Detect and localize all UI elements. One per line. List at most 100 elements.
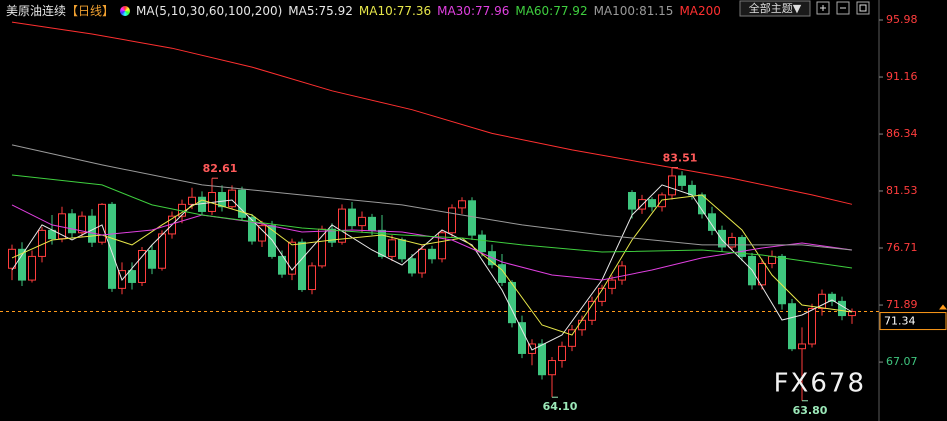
chart-header: 美原油连续 【日线】 MA(5,10,30,60,100,200) MA5:75…	[6, 2, 721, 19]
candle-body	[388, 239, 396, 257]
extreme-label: 82.61	[203, 162, 238, 175]
candle-body	[318, 228, 326, 267]
ma-line	[11, 144, 853, 251]
candle-body	[488, 251, 496, 266]
candle-body	[558, 345, 566, 362]
candle-body	[618, 265, 626, 281]
candle-body	[448, 207, 456, 234]
candle-body	[28, 255, 36, 281]
candle-body	[298, 241, 306, 291]
toolbar: 全部主题▼	[739, 0, 870, 17]
candle-body	[348, 208, 356, 227]
candle-body	[648, 199, 656, 208]
palette-icon[interactable]	[120, 5, 131, 16]
candle-body	[768, 255, 776, 265]
candle-body	[458, 200, 466, 209]
candle-body	[368, 216, 376, 231]
legend-entry: MA30:77.96	[437, 3, 510, 18]
candle-body	[408, 258, 416, 274]
candle-body	[278, 255, 286, 275]
candle-body	[438, 232, 446, 260]
candle-body	[428, 248, 436, 260]
last-price-label: 71.34	[884, 315, 916, 328]
candle-body	[68, 213, 76, 234]
candle-body	[468, 200, 476, 236]
candle-body	[498, 264, 506, 283]
extreme-label: 64.10	[543, 400, 578, 413]
candle-body	[538, 343, 546, 376]
instrument-title: 美原油连续	[6, 4, 67, 18]
candle-body	[628, 192, 636, 210]
candle-body	[8, 248, 16, 269]
candle-body	[188, 196, 196, 205]
maximize-button[interactable]	[856, 1, 870, 15]
watermark: FX678	[774, 369, 866, 399]
extreme-label: 63.80	[793, 404, 828, 417]
y-tick-label: 91.16	[886, 70, 918, 83]
candle-body	[98, 203, 106, 243]
candle-body	[758, 263, 766, 286]
candle-body	[418, 248, 426, 274]
candle-body	[818, 293, 826, 309]
candle-body	[88, 215, 96, 243]
candle-body	[688, 184, 696, 196]
candles	[8, 167, 856, 401]
candle-body	[778, 255, 786, 305]
legend-entry: MA60:77.92	[515, 3, 588, 18]
candle-body	[568, 329, 576, 347]
ma-params: MA(5,10,30,60,100,200)	[136, 3, 283, 18]
candle-body	[128, 270, 136, 283]
y-tick-label: 86.34	[886, 127, 918, 140]
candle-body	[218, 192, 226, 208]
theme-button[interactable]	[739, 0, 811, 17]
zoom-out-button[interactable]	[836, 1, 850, 15]
candle-body	[548, 360, 556, 376]
y-tick-label: 76.71	[886, 241, 918, 254]
candle-body	[828, 293, 836, 302]
extreme-label: 83.51	[663, 152, 698, 165]
candle-body	[668, 175, 676, 196]
candle-body	[338, 208, 346, 243]
legend-entry: MA10:77.36	[358, 3, 432, 18]
maximize-icon	[859, 4, 867, 12]
candle-body	[378, 229, 386, 257]
candle-body	[678, 175, 686, 186]
last-price-box	[879, 312, 947, 331]
zoom-in-icon	[820, 5, 826, 11]
candle-body	[808, 307, 816, 345]
candle-body	[738, 236, 746, 257]
candle-body	[228, 189, 236, 208]
zoom-in-button[interactable]	[816, 1, 830, 15]
y-tick-label: 81.53	[886, 184, 918, 197]
candle-body	[728, 236, 736, 248]
candle-body	[78, 215, 86, 234]
ma-line	[11, 174, 853, 269]
candle-body	[508, 281, 516, 324]
last-price-arrow	[939, 304, 947, 310]
ma-line	[11, 21, 853, 205]
candle-body	[328, 228, 336, 243]
legend-entry: MA100:81.15	[593, 3, 674, 18]
candle-body	[18, 248, 26, 281]
candle-body	[398, 239, 406, 260]
candle-body	[358, 216, 366, 227]
candle-body	[158, 233, 166, 269]
candle-body	[108, 203, 116, 289]
candle-body	[798, 343, 806, 350]
candle-body	[518, 322, 526, 354]
y-tick-label: 71.89	[886, 298, 918, 311]
candle-body	[838, 300, 846, 317]
candle-body	[788, 303, 796, 350]
candle-body	[248, 216, 256, 242]
candle-body	[288, 241, 296, 275]
candle-body	[238, 189, 246, 218]
candle-body	[138, 249, 146, 283]
candle-body	[478, 234, 486, 253]
y-tick-label: 95.98	[886, 13, 918, 26]
candle-body	[308, 265, 316, 291]
period-label: 【日线】	[66, 4, 115, 18]
candle-body	[718, 229, 726, 248]
legend-entry: MA5:75.92	[288, 3, 353, 18]
